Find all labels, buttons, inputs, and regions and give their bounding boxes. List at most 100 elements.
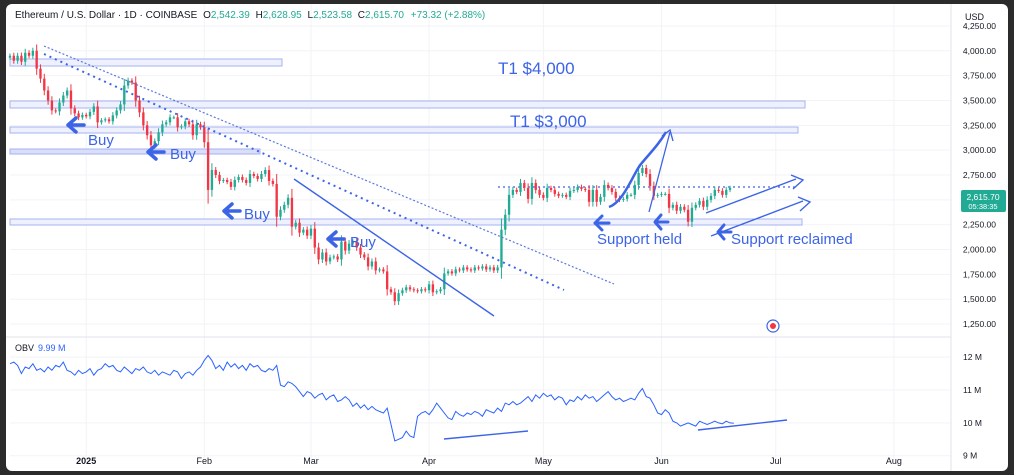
candle-body	[168, 117, 172, 123]
candle-body	[656, 194, 659, 196]
candle-body	[553, 189, 556, 194]
candle-body	[43, 78, 46, 91]
price-chart[interactable]: T1 $4,000 T1 $3,000 Buy Buy Buy Buy Supp…	[6, 4, 1008, 471]
close-value: 2,615.70	[365, 10, 404, 21]
candle-body	[325, 252, 328, 262]
obv-tick-label: 10 M	[963, 418, 982, 428]
candle-body	[492, 267, 496, 271]
candle-body	[549, 187, 553, 190]
candle-body	[39, 68, 42, 79]
candle-body	[62, 95, 65, 103]
candle-body	[542, 194, 545, 198]
candle-body	[446, 271, 450, 274]
buy-arrow-2	[146, 143, 166, 161]
candle-body	[686, 209, 690, 222]
candle-body	[652, 185, 656, 196]
candle-body	[35, 50, 38, 69]
annotation-arrows	[66, 116, 733, 248]
candle-body	[46, 90, 50, 101]
candle-body	[385, 271, 389, 290]
candle-body	[104, 119, 107, 121]
zone-3270	[9, 126, 799, 134]
candle-body	[142, 112, 145, 126]
zone-3090	[9, 148, 261, 155]
candle-body	[366, 257, 370, 267]
price-tick-label: 4,250.00	[963, 21, 996, 31]
candle-body	[595, 189, 598, 202]
support-held-arrow-1	[593, 214, 611, 232]
price-badge-price: 2,615.70	[966, 192, 999, 202]
candle-body	[24, 52, 27, 62]
candle-body	[671, 204, 675, 208]
candle-body	[233, 179, 236, 187]
candle-body	[382, 269, 385, 272]
high-value: 2,628.95	[262, 10, 302, 21]
candle-body	[427, 284, 431, 291]
candle-body	[702, 200, 705, 207]
candle-body	[458, 269, 461, 271]
candle-body	[336, 256, 339, 260]
candle-body	[397, 293, 400, 302]
downtrend-line-long	[43, 45, 615, 285]
candle-body	[264, 170, 267, 175]
candle-body	[145, 125, 149, 136]
candle-body	[629, 194, 633, 196]
candle-body	[465, 267, 469, 270]
candle-body	[107, 119, 111, 122]
candle-body	[123, 85, 126, 105]
candle-body	[523, 182, 526, 188]
channel-upper-line	[705, 178, 797, 214]
flag-icon-dot	[770, 323, 776, 329]
candle-body	[667, 193, 671, 208]
candle-body	[568, 190, 572, 197]
candle-body	[622, 198, 625, 200]
obv-value: 9.99 M	[38, 343, 66, 353]
candle-body	[416, 290, 419, 292]
candle-body	[530, 182, 534, 199]
candle-body	[195, 124, 198, 136]
buy-label-3: Buy	[244, 206, 270, 223]
candle-body	[214, 170, 217, 175]
candle-body	[267, 170, 271, 181]
candle-body	[355, 241, 358, 248]
candle-body	[149, 135, 153, 146]
candle-body	[81, 114, 84, 118]
candle-body	[100, 120, 103, 123]
candle-body	[225, 179, 229, 182]
low-label: L	[307, 10, 314, 21]
candle-body	[157, 132, 160, 142]
candle-body	[435, 291, 438, 293]
candle-body	[519, 182, 522, 192]
candle-body	[309, 228, 313, 236]
obv-line	[9, 354, 734, 442]
downtrend-channel-line	[293, 178, 495, 317]
candle-body	[454, 269, 457, 274]
price-tick-label: 3,250.00	[963, 120, 996, 130]
currency-label[interactable]: USD	[964, 12, 984, 22]
candle-body	[298, 222, 301, 233]
price-badge-timer: 05:38:35	[968, 202, 997, 211]
candle-body	[187, 121, 191, 125]
flag-icon[interactable]	[766, 319, 780, 333]
candle-body	[176, 117, 179, 128]
candle-body	[374, 261, 377, 271]
time-axis: 2025 Feb Mar Apr May Jun Jul Aug	[76, 456, 902, 466]
price-tick-label: 4,000.00	[963, 46, 996, 56]
candle-body	[302, 229, 305, 233]
projection-arrowhead	[661, 128, 674, 142]
candle-body	[126, 80, 130, 86]
candle-body	[313, 228, 316, 248]
candle-body	[321, 252, 324, 260]
candle-body	[88, 111, 92, 117]
buy-arrow-1	[66, 116, 86, 134]
candle-body	[485, 266, 488, 270]
support-held-arrow-2	[653, 213, 670, 231]
channel-lower-line	[710, 200, 804, 237]
zone-3650	[9, 100, 806, 109]
price-tick-label: 3,000.00	[963, 145, 996, 155]
candle-body	[271, 180, 275, 184]
candle-body	[27, 52, 31, 56]
candle-body	[500, 229, 503, 268]
candle-body	[561, 194, 564, 196]
candle-body	[237, 176, 240, 180]
